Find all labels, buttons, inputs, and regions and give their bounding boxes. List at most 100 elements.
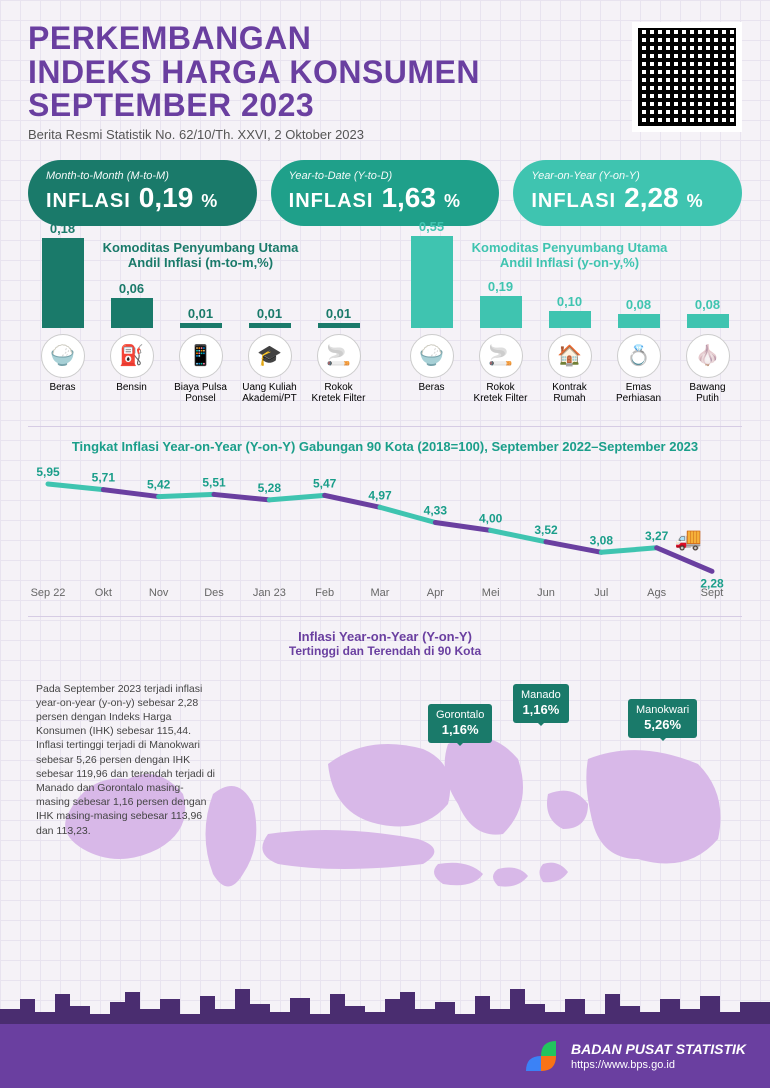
bar-rect: [618, 314, 660, 327]
svg-text:🚚: 🚚: [675, 526, 702, 551]
bar-item: 0,10 🏠 Kontrak Rumah: [540, 294, 600, 406]
pill-percent: %: [444, 191, 460, 212]
title-line-2: INDEKS HARGA KONSUMEN: [28, 54, 480, 90]
bar-value: 0,01: [326, 306, 351, 321]
svg-text:3,52: 3,52: [534, 523, 558, 537]
bps-logo-icon: [521, 1036, 561, 1076]
svg-text:3,27: 3,27: [645, 529, 669, 543]
bar-label: Beras: [49, 382, 75, 406]
inflation-pill-0: Month-to-Month (M-to-M)INFLASI0,19%: [28, 160, 257, 226]
map-pin: Manado1,16%: [513, 684, 569, 723]
svg-text:5,95: 5,95: [36, 465, 60, 479]
bar-value: 0,10: [557, 294, 582, 309]
commodity-icon: 🧄: [686, 334, 730, 378]
bar-rect: [318, 323, 360, 328]
svg-text:4,33: 4,33: [424, 503, 448, 517]
svg-text:Des: Des: [204, 587, 224, 599]
bar-value: 0,01: [257, 306, 282, 321]
pill-word: INFLASI: [531, 190, 616, 213]
commodity-icon: ⛽: [110, 334, 154, 378]
pin-value: 1,16%: [521, 702, 561, 718]
commodity-icon: 🚬: [479, 334, 523, 378]
subtitle: Berita Resmi Statistik No. 62/10/Th. XXV…: [28, 127, 622, 142]
qr-code: [632, 22, 742, 132]
bar-mtm-area: 0,18🍚Beras0,06⛽Bensin0,01📱Biaya Pulsa Po…: [28, 276, 373, 406]
commodity-icon: 🍚: [410, 334, 454, 378]
bar-rect: [180, 323, 222, 328]
bar-item: 0,01 🚬 Rokok Kretek Filter: [309, 306, 369, 406]
bar-label: Rokok Kretek Filter: [309, 382, 369, 406]
pin-value: 1,16%: [436, 722, 484, 738]
bar-rect: [42, 238, 84, 328]
bar-rect: [687, 314, 729, 327]
skyline-silhouette: [0, 984, 770, 1024]
svg-text:Okt: Okt: [95, 587, 112, 599]
pill-label: Year-on-Year (Y-on-Y): [531, 170, 724, 182]
bar-rect: [111, 298, 153, 328]
line-chart-section: Tingkat Inflasi Year-on-Year (Y-on-Y) Ga…: [28, 426, 742, 617]
page-title: PERKEMBANGAN INDEKS HARGA KONSUMEN SEPTE…: [28, 22, 622, 123]
svg-text:Mei: Mei: [482, 587, 500, 599]
svg-text:5,42: 5,42: [147, 477, 171, 491]
line-chart-title: Tingkat Inflasi Year-on-Year (Y-on-Y) Ga…: [28, 439, 742, 454]
bar-label: Emas Perhiasan: [609, 382, 669, 406]
pill-label: Month-to-Month (M-to-M): [46, 170, 239, 182]
svg-text:Feb: Feb: [315, 587, 334, 599]
svg-text:5,47: 5,47: [313, 476, 337, 490]
inflation-pill-1: Year-to-Date (Y-to-D) INFLASI 1,63%: [271, 160, 500, 226]
map-section: Inflasi Year-on-Year (Y-on-Y) Tertinggi …: [28, 629, 742, 944]
bar-chart-mtm: Komoditas Penyumbang UtamaAndil Inflasi …: [28, 240, 373, 406]
bar-label: Beras: [418, 382, 444, 406]
bar-label: Bawang Putih: [678, 382, 738, 406]
bar-item: 0,01 📱 Biaya Pulsa Ponsel: [171, 306, 231, 406]
pin-city: Manado: [521, 689, 561, 702]
svg-text:Ags: Ags: [647, 587, 666, 599]
pill-word: INFLASI: [289, 190, 374, 213]
pin-city: Gorontalo: [436, 709, 484, 722]
footer-org: BADAN PUSAT STATISTIK: [571, 1040, 746, 1058]
header: PERKEMBANGAN INDEKS HARGA KONSUMEN SEPTE…: [28, 22, 742, 142]
bar-rect: [480, 296, 522, 328]
bar-label: Uang Kuliah Akademi/PT: [240, 382, 300, 406]
pill-percent: %: [687, 191, 703, 212]
svg-text:4,00: 4,00: [479, 511, 503, 525]
bar-item: 0,19🚬Rokok Kretek Filter: [471, 279, 531, 406]
pill-label: Year-to-Date (Y-to-D): [289, 170, 482, 182]
bar-value: 0,08: [695, 297, 720, 312]
svg-text:Mar: Mar: [371, 587, 390, 599]
pill-value: 2,28: [624, 182, 679, 214]
bar-label: Kontrak Rumah: [540, 382, 600, 406]
bar-value: 0,55: [419, 219, 444, 234]
commodity-icon: 🏠: [548, 334, 592, 378]
bar-value: 0,01: [188, 306, 213, 321]
bar-label: Bensin: [116, 382, 147, 406]
title-line-1: PERKEMBANGAN: [28, 20, 311, 56]
bar-value: 0,08: [626, 297, 651, 312]
svg-text:Nov: Nov: [149, 587, 169, 599]
map-subtitle: Tertinggi dan Terendah di 90 Kota: [28, 644, 742, 658]
pin-value: 5,26%: [636, 717, 689, 733]
svg-text:3,08: 3,08: [590, 533, 614, 547]
pill-value: 1,63: [381, 182, 436, 214]
line-chart-svg: 5,95Sep 225,71Okt5,42Nov5,51Des5,28Jan 2…: [28, 460, 742, 600]
line-chart: 5,95Sep 225,71Okt5,42Nov5,51Des5,28Jan 2…: [28, 460, 742, 600]
svg-text:4,97: 4,97: [368, 488, 392, 502]
bar-charts-row: Komoditas Penyumbang UtamaAndil Inflasi …: [28, 240, 742, 406]
footer: BADAN PUSAT STATISTIK https://www.bps.go…: [0, 1024, 770, 1088]
svg-text:Jun: Jun: [537, 587, 555, 599]
bar-yoy-area: 0,55🍚Beras0,19🚬Rokok Kretek Filter0,10🏠K…: [397, 276, 742, 406]
pill-value: 0,19: [139, 182, 194, 214]
bar-item: 0,18🍚Beras: [33, 221, 93, 406]
bar-rect: [411, 236, 453, 328]
svg-text:5,71: 5,71: [92, 470, 116, 484]
bar-item: 0,55 🍚 Beras: [402, 219, 462, 406]
svg-text:Sep 22: Sep 22: [31, 587, 66, 599]
svg-text:5,28: 5,28: [258, 481, 282, 495]
commodity-icon: 💍: [617, 334, 661, 378]
map-pin: Gorontalo1,16%: [428, 704, 492, 743]
svg-text:5,51: 5,51: [202, 475, 226, 489]
map-wrap: Pada September 2023 terjadi inflasi year…: [28, 664, 742, 944]
commodity-icon: 🚬: [317, 334, 361, 378]
commodity-icon: 📱: [179, 334, 223, 378]
bar-label: Biaya Pulsa Ponsel: [171, 382, 231, 406]
